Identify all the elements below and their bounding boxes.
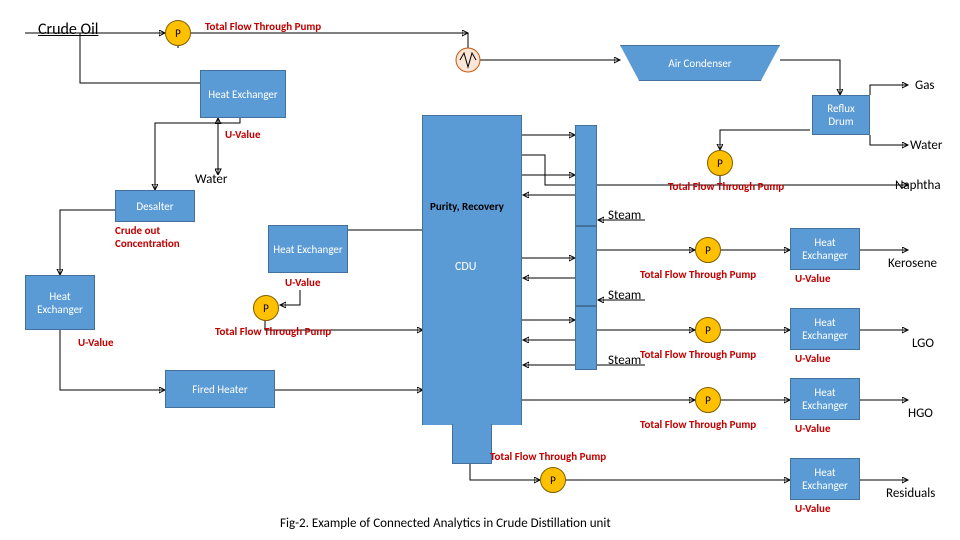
residuals-out-label: Residuals: [886, 486, 935, 501]
heat-exchanger-3: Heat Exchanger: [268, 225, 348, 273]
pump-annotation: Total Flow Through Pump: [640, 268, 756, 281]
block-label: Heat Exchanger: [793, 316, 857, 342]
pump-annotation: Total Flow Through Pump: [215, 325, 331, 338]
fired-heater: Fired Heater: [165, 370, 275, 408]
uvalue-annotation: U-Value: [225, 128, 261, 141]
heat-exchanger-kerosene: Heat Exchanger: [790, 228, 860, 270]
cdu-label: CDU: [455, 260, 476, 274]
purity-annotation: Purity, Recovery: [430, 200, 504, 213]
uvalue-annotation: U-Value: [795, 422, 831, 435]
crude-oil-label: Crude Oil: [38, 20, 98, 39]
heat-exchanger-lgo: Heat Exchanger: [790, 308, 860, 350]
hgo-out-label: HGO: [908, 406, 933, 421]
pump-annotation: Total Flow Through Pump: [490, 450, 606, 463]
side-stripper: [575, 125, 597, 370]
lgo-out-label: LGO: [912, 336, 934, 351]
pump-annotation: Total Flow Through Pump: [668, 180, 784, 193]
steam-label: Steam: [608, 288, 641, 303]
heat-exchanger-2: Heat Exchanger: [25, 275, 95, 330]
block-label: Heat Exchanger: [28, 290, 92, 316]
kerosene-out-label: Kerosene: [888, 256, 937, 271]
pump-icon: P: [253, 295, 279, 321]
pump-annotation: Total Flow Through Pump: [205, 20, 321, 33]
air-condenser: Air Condenser: [620, 45, 780, 81]
water-label: Water: [195, 172, 227, 187]
block-label: Air Condenser: [668, 57, 731, 70]
pump-icon: P: [707, 150, 733, 176]
block-label: Heat Exchanger: [793, 236, 857, 262]
crude-out-annotation: Crude out Concentration: [115, 224, 205, 250]
pump-icon: P: [540, 467, 566, 493]
uvalue-annotation: U-Value: [285, 276, 321, 289]
block-label: Fired Heater: [192, 383, 247, 396]
cdu-bottom: [452, 424, 492, 464]
uvalue-annotation: U-Value: [795, 502, 831, 515]
heat-exchanger-hgo: Heat Exchanger: [790, 378, 860, 420]
block-label: Reflux Drum: [815, 102, 867, 128]
block-label: Heat Exchanger: [208, 88, 277, 101]
uvalue-annotation: U-Value: [78, 336, 114, 349]
reflux-drum: Reflux Drum: [812, 95, 870, 135]
uvalue-annotation: U-Value: [795, 352, 831, 365]
pump-icon: P: [695, 237, 721, 263]
pump-icon: P: [695, 317, 721, 343]
naphtha-out-label: Naphtha: [895, 178, 941, 193]
heat-exchanger-residuals: Heat Exchanger: [790, 458, 860, 500]
block-label: Heat Exchanger: [273, 243, 342, 256]
desalter: Desalter: [115, 190, 195, 222]
pump-icon: P: [695, 387, 721, 413]
figure-caption: Fig-2. Example of Connected Analytics in…: [280, 516, 611, 531]
block-label: Heat Exchanger: [793, 386, 857, 412]
gas-out-label: Gas: [915, 78, 935, 93]
pump-icon: P: [165, 20, 191, 46]
uvalue-annotation: U-Value: [795, 272, 831, 285]
heat-exchanger-1: Heat Exchanger: [200, 70, 286, 118]
block-label: Desalter: [136, 200, 173, 213]
steam-label: Steam: [608, 208, 641, 223]
pump-annotation: Total Flow Through Pump: [640, 418, 756, 431]
water-out-label: Water: [910, 138, 942, 153]
pump-annotation: Total Flow Through Pump: [640, 348, 756, 361]
steam-label: Steam: [608, 353, 641, 368]
block-label: Heat Exchanger: [793, 466, 857, 492]
